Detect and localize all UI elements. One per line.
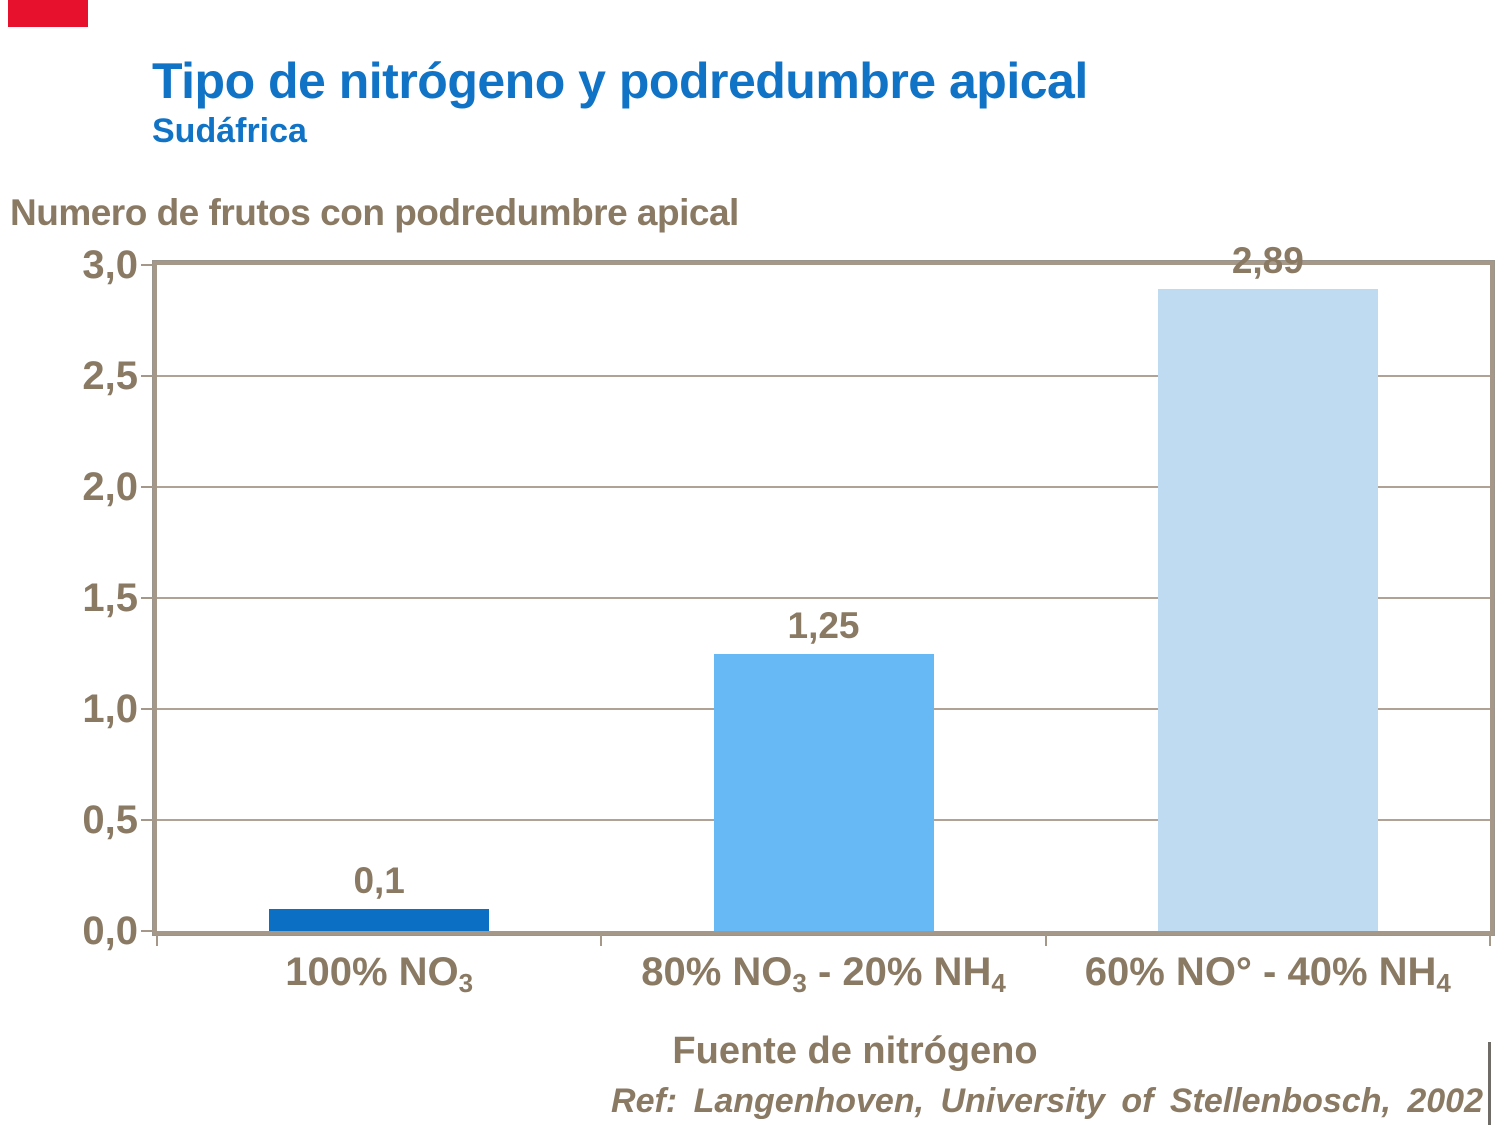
bar [1157, 289, 1378, 931]
edge-line [1488, 1042, 1491, 1125]
gridline [157, 597, 1490, 599]
x-axis-title: Fuente de nitrógeno [672, 1030, 1038, 1072]
y-tick-mark [141, 486, 157, 488]
y-tick-label: 1,0 [82, 687, 138, 731]
y-tick-label: 0,0 [82, 909, 138, 953]
y-tick-mark [141, 708, 157, 710]
bar [713, 653, 934, 931]
x-tick-mark [1489, 935, 1491, 946]
y-axis-title: Numero de frutos con podredumbre apical [10, 192, 739, 233]
y-tick-mark [141, 597, 157, 599]
gridline [157, 486, 1490, 488]
subscript: 4 [991, 967, 1006, 998]
label-text: 80% NO [641, 950, 793, 994]
slide-subtitle: Sudáfrica [152, 112, 307, 150]
bar-value-label: 2,89 [1231, 240, 1304, 282]
x-tick-mark [156, 935, 158, 946]
reference-text: Ref: Langenhoven, University of Stellenb… [611, 1082, 1483, 1120]
x-category-label: 80% NO3 - 20% NH4 [641, 950, 1006, 998]
y-tick-mark [141, 375, 157, 377]
label-text: 60% NO° - 40% NH [1084, 950, 1437, 994]
gridline [157, 375, 1490, 377]
y-tick-mark [141, 930, 157, 932]
bar-value-label: 0,1 [353, 859, 405, 901]
bar [269, 908, 490, 931]
y-tick-label: 0,5 [82, 798, 138, 842]
x-tick-mark [1044, 935, 1047, 946]
label-text: - 20% NH [806, 950, 992, 994]
y-tick-mark [141, 819, 157, 821]
x-category-label: 100% NO3 [285, 950, 474, 998]
subscript: 3 [792, 967, 807, 998]
bar-value-label: 1,25 [787, 604, 860, 646]
subscript: 4 [1436, 967, 1451, 998]
x-category-label: 60% NO° - 40% NH4 [1084, 950, 1451, 998]
accent-flag [8, 0, 88, 27]
x-tick-mark [600, 935, 603, 946]
slide-title: Tipo de nitrógeno y podredumbre apical [152, 53, 1088, 109]
y-tick-label: 1,5 [82, 576, 138, 620]
y-tick-mark [141, 264, 157, 266]
y-tick-label: 2,0 [82, 465, 138, 509]
label-text: 100% NO [285, 950, 459, 994]
subscript: 3 [458, 967, 474, 998]
y-tick-label: 3,0 [82, 243, 138, 287]
y-tick-label: 2,5 [82, 354, 138, 398]
